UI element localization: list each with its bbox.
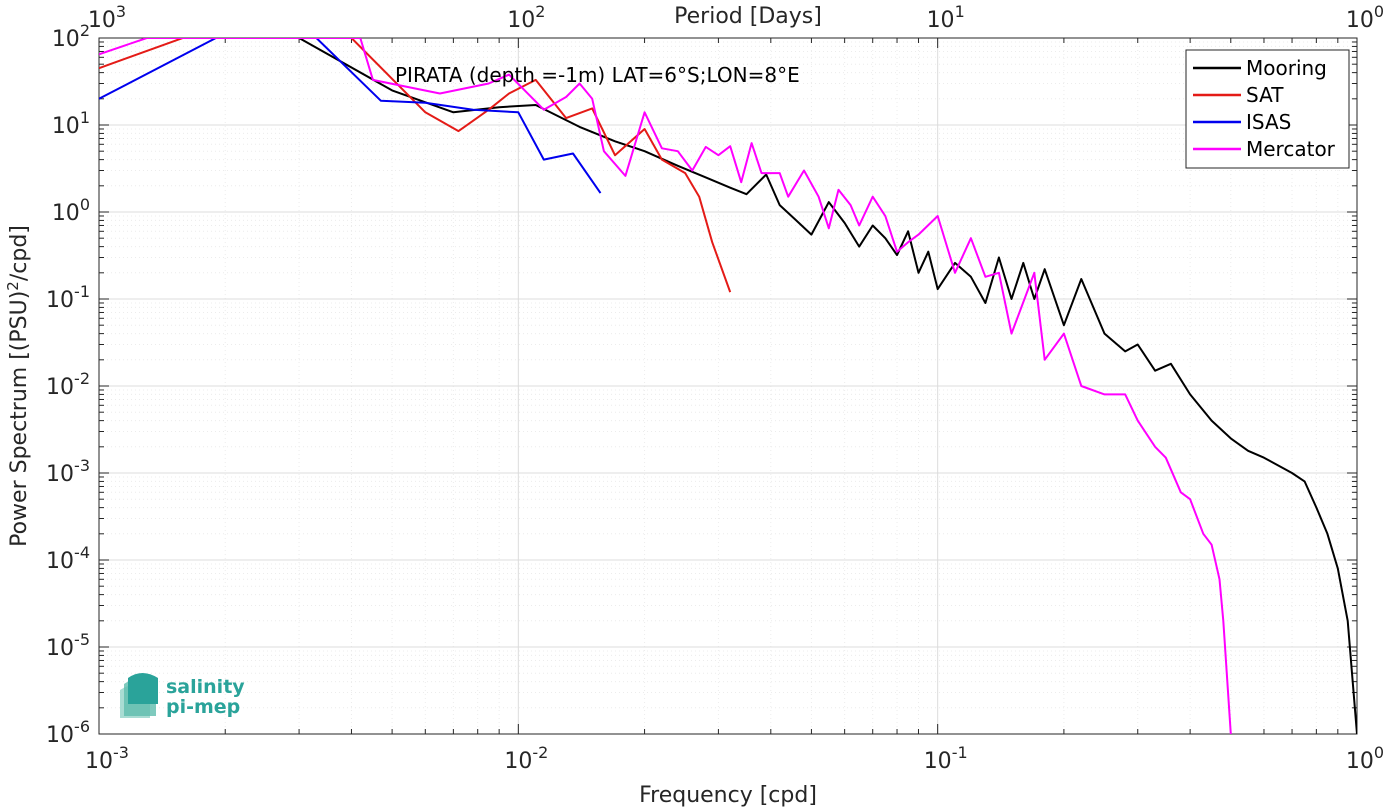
series-line-mooring bbox=[296, 38, 1357, 734]
top-tick-label: 103 bbox=[88, 2, 126, 33]
axis-ticks bbox=[98, 38, 1357, 735]
series-line-isas bbox=[99, 38, 602, 194]
y-axis-title: Power Spectrum [(PSU)2/cpd] bbox=[4, 225, 32, 547]
legend-label-mercator: Mercator bbox=[1246, 137, 1336, 161]
y-tick-labels: 102 101 100 10-1 10-2 10-3 10-4 10-5 10-6 bbox=[46, 21, 90, 748]
top-tick-label: 100 bbox=[1346, 2, 1383, 33]
y-tick-label: 10-3 bbox=[46, 456, 90, 487]
series-line-sat bbox=[99, 38, 732, 293]
legend-label-sat: SAT bbox=[1246, 83, 1284, 107]
legend-items: Mooring SAT ISAS Mercator bbox=[1193, 56, 1336, 161]
series-line-mercator bbox=[99, 38, 1232, 734]
legend: Mooring SAT ISAS Mercator bbox=[1185, 49, 1350, 169]
top-axis-title: Period [Days] bbox=[674, 4, 822, 29]
top-tick-labels: 103 102 101 100 bbox=[88, 2, 1383, 33]
logo-wave-front bbox=[128, 673, 158, 704]
logo-line2: pi-mep bbox=[166, 696, 240, 718]
y-tick-label: 10-4 bbox=[46, 543, 90, 574]
x-tick-label: 10-3 bbox=[85, 743, 129, 774]
y-tick-label: 101 bbox=[52, 108, 90, 139]
x-tick-label: 10-2 bbox=[504, 743, 548, 774]
y-tick-label: 10-5 bbox=[46, 630, 90, 661]
legend-label-mooring: Mooring bbox=[1246, 56, 1327, 80]
x-tick-labels: 10-3 10-2 10-1 100 bbox=[85, 743, 1383, 774]
grid bbox=[98, 38, 1357, 735]
x-tick-label: 100 bbox=[1346, 743, 1383, 774]
y-tick-label: 10-2 bbox=[46, 369, 90, 400]
x-tick-label: 10-1 bbox=[924, 743, 968, 774]
y-tick-label: 102 bbox=[52, 21, 90, 52]
y-tick-label: 100 bbox=[52, 195, 90, 226]
y-tick-label: 10-1 bbox=[46, 282, 90, 313]
top-tick-label: 102 bbox=[507, 2, 545, 33]
logo-line1: salinity bbox=[166, 676, 245, 698]
legend-label-isas: ISAS bbox=[1246, 110, 1291, 134]
y-tick-label: 10-6 bbox=[46, 717, 90, 748]
x-axis-title: Frequency [cpd] bbox=[639, 783, 817, 808]
top-tick-label: 101 bbox=[927, 2, 965, 33]
series-group bbox=[99, 38, 1357, 734]
salinity-logo: salinity pi-mep bbox=[120, 673, 245, 718]
location-annotation: PIRATA (depth =-1m) LAT=6°S;LON=8°E bbox=[395, 63, 800, 87]
